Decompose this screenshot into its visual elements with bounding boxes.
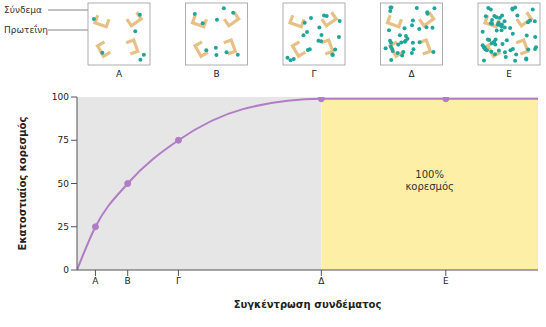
svg-text:100%κορεσμός: 100%κορεσμός <box>405 169 453 192</box>
svg-text:Α: Α <box>92 276 99 286</box>
svg-text:Β: Β <box>125 276 131 286</box>
svg-text:50: 50 <box>58 179 70 189</box>
svg-text:Δ: Δ <box>408 69 415 79</box>
svg-text:Ε: Ε <box>443 276 449 286</box>
svg-text:Α: Α <box>116 69 123 79</box>
svg-text:Δ: Δ <box>318 276 325 286</box>
svg-text:25: 25 <box>58 222 69 232</box>
svg-text:75: 75 <box>58 135 69 145</box>
svg-text:Συγκέντρωση συνδέματος: Συγκέντρωση συνδέματος <box>234 299 382 310</box>
svg-text:Γ: Γ <box>176 276 181 286</box>
svg-text:100: 100 <box>52 92 69 102</box>
svg-text:Ε: Ε <box>506 69 512 79</box>
svg-text:Β: Β <box>213 69 219 79</box>
svg-text:0: 0 <box>63 265 69 275</box>
svg-text:Εκατοστιαίος κορεσμός: Εκατοστιαίος κορεσμός <box>17 117 28 251</box>
svg-text:Πρωτεΐνη: Πρωτεΐνη <box>4 24 48 35</box>
svg-text:Σύνδεμα: Σύνδεμα <box>4 5 42 15</box>
svg-text:Γ: Γ <box>311 69 316 79</box>
